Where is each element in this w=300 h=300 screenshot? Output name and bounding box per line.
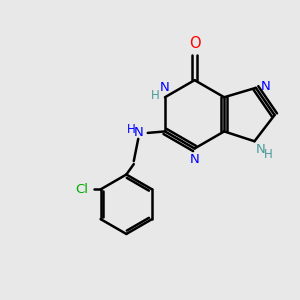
Text: H: H [264, 148, 273, 161]
Text: N: N [261, 80, 271, 93]
Text: N: N [256, 143, 266, 156]
Text: H: H [127, 122, 136, 136]
Text: O: O [189, 36, 200, 51]
Text: N: N [190, 153, 200, 166]
Text: Cl: Cl [76, 183, 89, 196]
Text: N: N [160, 81, 170, 94]
Text: H: H [151, 89, 160, 102]
Text: N: N [134, 126, 143, 140]
